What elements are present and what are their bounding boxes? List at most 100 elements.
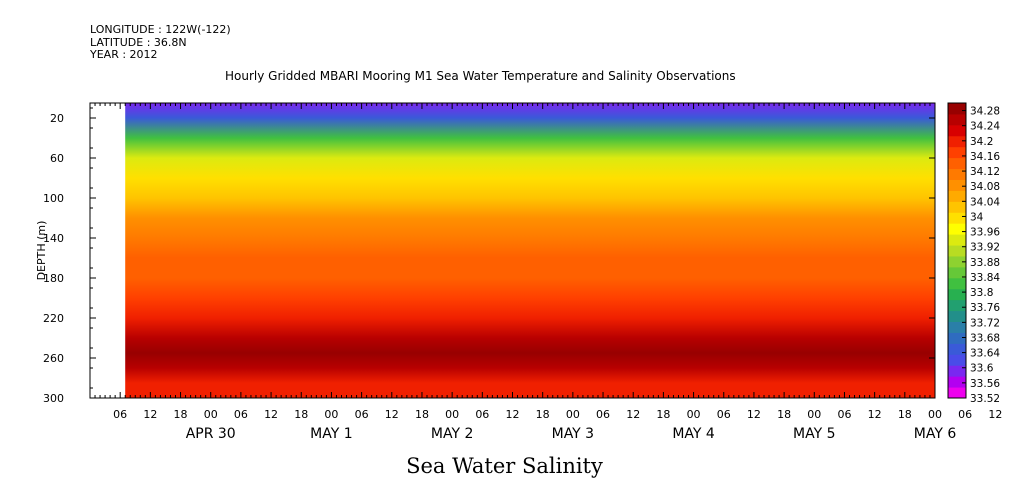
x-tick-label: 12 bbox=[143, 408, 157, 421]
colorbar-swatch bbox=[948, 277, 966, 290]
colorbar-label: 34.2 bbox=[970, 136, 993, 148]
colorbar-swatch bbox=[948, 376, 966, 388]
x-tick-label: 18 bbox=[656, 408, 670, 421]
metadata-block: LONGITUDE : 122W(-122) LATITUDE : 36.8N … bbox=[90, 23, 231, 62]
y-tick-label: 180 bbox=[43, 272, 64, 285]
colorbar-label: 34.12 bbox=[970, 166, 1000, 178]
colorbar-swatch bbox=[948, 255, 966, 268]
y-tick-label: 300 bbox=[43, 392, 64, 405]
colorbar-swatch bbox=[948, 365, 966, 377]
colorbar-label: 33.68 bbox=[970, 332, 1000, 344]
colorbar-label: 33.72 bbox=[970, 317, 1000, 329]
x-day-label: MAY 5 bbox=[793, 426, 835, 442]
colorbar-swatch bbox=[948, 387, 966, 399]
x-tick-label: 12 bbox=[385, 408, 399, 421]
plot-area bbox=[125, 103, 936, 398]
x-day-label: MAY 1 bbox=[310, 426, 352, 442]
colorbar-label: 33.56 bbox=[970, 378, 1000, 390]
colorbar-swatch bbox=[948, 190, 966, 202]
colorbar-swatch bbox=[948, 157, 966, 170]
colorbar-label: 34 bbox=[970, 211, 984, 223]
x-tick-label: 06 bbox=[596, 408, 610, 421]
colorbar-label: 34.04 bbox=[970, 196, 1000, 208]
colorbar-swatch bbox=[948, 299, 966, 312]
x-tick-label: 00 bbox=[928, 408, 942, 421]
colorbar: 34.28 34.24 34.2 34.16 34.12 34.08 34.04 34 33.9… bbox=[947, 102, 1000, 405]
colorbar-label: 33.92 bbox=[970, 242, 1000, 254]
colorbar-swatch bbox=[948, 288, 966, 301]
colorbar-swatch bbox=[948, 212, 966, 224]
x-tick-label: 12 bbox=[506, 408, 520, 421]
x-tick-label: 00 bbox=[324, 408, 338, 421]
x-tick-label: 18 bbox=[174, 408, 188, 421]
colorbar-label: 33.96 bbox=[970, 227, 1000, 239]
x-tick-label: 06 bbox=[234, 408, 248, 421]
x-tick-label: 12 bbox=[264, 408, 278, 421]
x-tick-label: 12 bbox=[988, 408, 1002, 421]
x-tick-label: 06 bbox=[475, 408, 489, 421]
x-tick-label: 18 bbox=[777, 408, 791, 421]
colorbar-label: 34.16 bbox=[970, 151, 1000, 163]
x-tick-label: 06 bbox=[717, 408, 731, 421]
colorbar-swatch bbox=[948, 266, 966, 279]
salinity-field bbox=[125, 103, 936, 398]
y-tick-label: 220 bbox=[43, 312, 64, 325]
y-tick-label: 260 bbox=[43, 352, 64, 365]
colorbar-swatch bbox=[948, 179, 966, 191]
x-tick-label: 00 bbox=[445, 408, 459, 421]
colorbar-swatch bbox=[948, 321, 966, 333]
variable-title: Sea Water Salinity bbox=[406, 454, 603, 478]
colorbar-label: 33.6 bbox=[970, 363, 994, 375]
x-tick-label: 18 bbox=[415, 408, 429, 421]
x-tick-label: 12 bbox=[747, 408, 761, 421]
chart-title: Hourly Gridded MBARI Mooring M1 Sea Wate… bbox=[225, 69, 736, 83]
colorbar-frame bbox=[947, 102, 967, 399]
colorbar-swatch bbox=[948, 113, 966, 126]
colorbar-label: 33.52 bbox=[970, 393, 1000, 405]
y-tick-label: 60 bbox=[50, 152, 64, 165]
x-tick-label: 00 bbox=[566, 408, 580, 421]
colorbar-label: 34.08 bbox=[970, 181, 1000, 193]
colorbar-swatch bbox=[948, 223, 966, 235]
longitude-label: LONGITUDE : 122W(-122) bbox=[90, 23, 231, 36]
colorbar-swatch bbox=[948, 201, 966, 213]
latitude-label: LATITUDE : 36.8N bbox=[90, 35, 187, 49]
colorbar-swatch bbox=[948, 124, 966, 137]
colorbar-label: 34.24 bbox=[970, 121, 1000, 133]
y-axis-label: DEPTH (m) bbox=[35, 221, 48, 281]
x-tick-label: 06 bbox=[958, 408, 972, 421]
x-tick-label: 06 bbox=[355, 408, 369, 421]
x-day-label: MAY 6 bbox=[914, 426, 957, 442]
x-tick-label: 00 bbox=[687, 408, 701, 421]
colorbar-swatch bbox=[948, 168, 966, 180]
colorbar-swatch bbox=[948, 332, 966, 344]
colorbar-label: 33.84 bbox=[970, 272, 1000, 284]
x-tick-label: 18 bbox=[294, 408, 308, 421]
y-tick-label: 140 bbox=[43, 232, 64, 245]
colorbar-swatch bbox=[948, 245, 966, 257]
x-day-label: MAY 4 bbox=[672, 426, 715, 442]
colorbar-swatch bbox=[948, 310, 966, 323]
x-tick-label: 18 bbox=[898, 408, 912, 421]
colorbar-label: 34.28 bbox=[970, 106, 1000, 118]
y-tick-label: 100 bbox=[43, 192, 64, 205]
x-tick-label: 18 bbox=[536, 408, 550, 421]
y-tick-label: 20 bbox=[50, 112, 64, 125]
colorbar-swatch bbox=[948, 103, 966, 115]
colorbar-swatch bbox=[948, 234, 966, 246]
colorbar-label: 33.8 bbox=[970, 287, 993, 299]
year-label: YEAR : 2012 bbox=[90, 48, 158, 61]
x-day-label: MAY 3 bbox=[552, 426, 594, 442]
x-day-label: APR 30 bbox=[186, 426, 236, 442]
colorbar-swatch bbox=[948, 343, 966, 355]
colorbar-swatch bbox=[948, 135, 966, 148]
x-tick-label: 12 bbox=[626, 408, 640, 421]
x-tick-label: 06 bbox=[837, 408, 851, 421]
x-tick-label: 06 bbox=[113, 408, 127, 421]
x-tick-label: 00 bbox=[204, 408, 218, 421]
colorbar-label: 33.88 bbox=[970, 257, 1000, 269]
x-tick-label: 12 bbox=[868, 408, 882, 421]
x-day-label: MAY 2 bbox=[431, 426, 473, 442]
colorbar-label: 33.76 bbox=[970, 302, 1000, 314]
